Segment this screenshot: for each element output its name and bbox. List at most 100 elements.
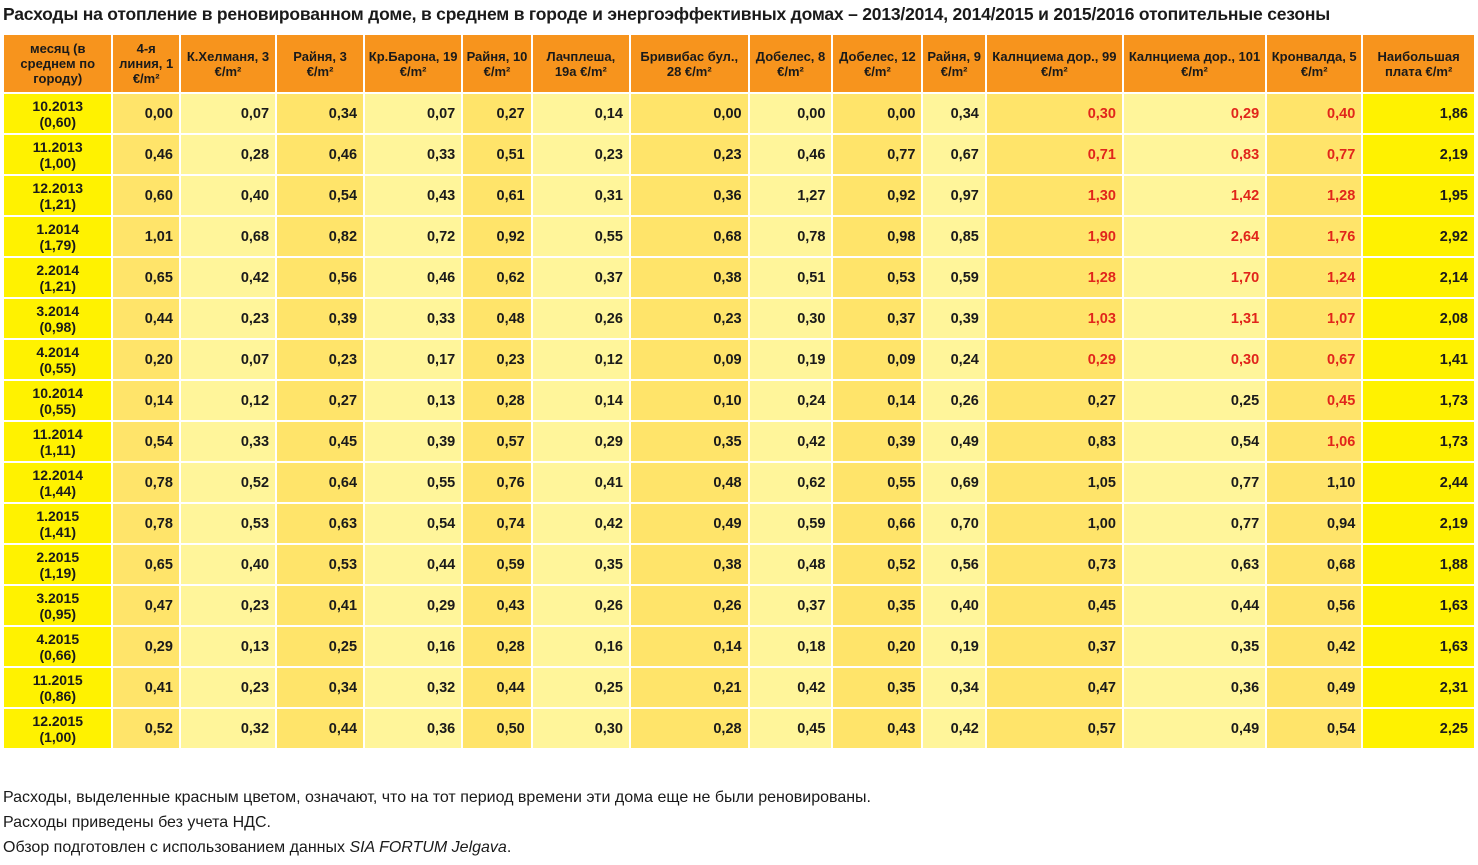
value-cell: 0,72 [365, 217, 462, 256]
city-average: (1,21) [39, 195, 77, 212]
value-cell: 0,63 [1123, 545, 1266, 584]
value-cell: 0,60 [113, 176, 179, 215]
value-cell: 0,18 [749, 627, 832, 666]
value-cell: 0,09 [833, 340, 922, 379]
value-cell: 0,77 [833, 135, 922, 174]
value-cell: 1,10 [1267, 463, 1362, 502]
city-average: (0,60) [39, 113, 77, 130]
value-cell: 0,67 [1267, 340, 1362, 379]
value-cell: 0,42 [923, 709, 985, 748]
value-cell: 0,45 [1267, 381, 1362, 420]
table-row: 10.2013 (0,60) 0,00 0,07 0,34 0,07 0,27 0,14 0,0… [4, 94, 1474, 133]
max-payment-cell: 2,31 [1363, 668, 1474, 707]
value-cell: 0,36 [630, 176, 748, 215]
value-cell: 0,83 [986, 422, 1122, 461]
table-row: 4.2015 (0,66) 0,29 0,13 0,25 0,16 0,28 0,16 0,14… [4, 627, 1474, 666]
value-cell: 0,07 [180, 94, 276, 133]
city-average: (0,95) [39, 605, 77, 622]
city-average: (0,55) [39, 400, 77, 417]
value-cell: 0,30 [986, 94, 1122, 133]
month-label: 10.2013 [32, 97, 84, 114]
header-column: Кр.Барона, 19 €/m² [365, 35, 462, 92]
value-cell: 0,26 [532, 586, 629, 625]
value-cell: 0,53 [277, 545, 364, 584]
value-cell: 0,56 [1267, 586, 1362, 625]
value-cell: 0,57 [463, 422, 531, 461]
value-cell: 1,27 [749, 176, 832, 215]
value-cell: 0,29 [113, 627, 179, 666]
value-cell: 0,34 [277, 94, 364, 133]
value-cell: 0,77 [1267, 135, 1362, 174]
value-cell: 0,46 [113, 135, 179, 174]
value-cell: 0,52 [113, 709, 179, 748]
value-cell: 0,36 [365, 709, 462, 748]
month-cell: 2.2015 (1,19) [4, 545, 112, 584]
value-cell: 0,28 [463, 627, 531, 666]
table-row: 1.2014 (1,79) 1,01 0,68 0,82 0,72 0,92 0,55 0,68… [4, 217, 1474, 256]
header-column: Райня, 10 €/m² [463, 35, 531, 92]
value-cell: 0,30 [1123, 340, 1266, 379]
value-cell: 0,32 [180, 709, 276, 748]
value-cell: 0,78 [113, 504, 179, 543]
value-cell: 0,49 [630, 504, 748, 543]
value-cell: 0,45 [277, 422, 364, 461]
value-cell: 0,92 [463, 217, 531, 256]
month-cell: 11.2015 (0,86) [4, 668, 112, 707]
value-cell: 0,55 [532, 217, 629, 256]
value-cell: 0,23 [277, 340, 364, 379]
value-cell: 0,14 [532, 94, 629, 133]
value-cell: 1,30 [986, 176, 1122, 215]
header-column: К.Хелманя, 3 €/m² [180, 35, 276, 92]
value-cell: 0,39 [365, 422, 462, 461]
value-cell: 0,59 [749, 504, 832, 543]
value-cell: 0,23 [532, 135, 629, 174]
value-cell: 0,40 [923, 586, 985, 625]
value-cell: 0,26 [532, 299, 629, 338]
month-label: 11.2013 [32, 138, 83, 155]
value-cell: 0,00 [113, 94, 179, 133]
month-label: 12.2013 [32, 179, 84, 196]
value-cell: 0,49 [923, 422, 985, 461]
max-payment-cell: 1,95 [1363, 176, 1474, 215]
month-label: 2.2014 [36, 261, 80, 278]
value-cell: 0,39 [277, 299, 364, 338]
value-cell: 0,25 [532, 668, 629, 707]
value-cell: 0,71 [986, 135, 1122, 174]
value-cell: 0,62 [749, 463, 832, 502]
header-column: Кронвалда, 5 €/m² [1267, 35, 1362, 92]
value-cell: 0,41 [277, 586, 364, 625]
source-note: Обзор подготовлен с использованием данны… [3, 835, 871, 860]
value-cell: 0,20 [113, 340, 179, 379]
value-cell: 0,25 [277, 627, 364, 666]
value-cell: 0,30 [532, 709, 629, 748]
value-cell: 0,42 [180, 258, 276, 297]
value-cell: 0,48 [463, 299, 531, 338]
table-body: 10.2013 (0,60) 0,00 0,07 0,34 0,07 0,27 0,14 0,0… [4, 94, 1474, 748]
value-cell: 0,73 [986, 545, 1122, 584]
value-cell: 1,28 [986, 258, 1122, 297]
source-name: SIA FORTUM Jelgava [349, 839, 507, 856]
value-cell: 0,17 [365, 340, 462, 379]
value-cell: 0,37 [986, 627, 1122, 666]
value-cell: 0,54 [277, 176, 364, 215]
city-average: (1,41) [39, 523, 77, 540]
value-cell: 0,67 [923, 135, 985, 174]
value-cell: 0,30 [749, 299, 832, 338]
value-cell: 0,83 [1123, 135, 1266, 174]
value-cell: 0,23 [180, 299, 276, 338]
value-cell: 1,70 [1123, 258, 1266, 297]
value-cell: 0,52 [180, 463, 276, 502]
table-row: 4.2014 (0,55) 0,20 0,07 0,23 0,17 0,23 0,12 0,09… [4, 340, 1474, 379]
value-cell: 1,07 [1267, 299, 1362, 338]
month-cell: 10.2013 (0,60) [4, 94, 112, 133]
value-cell: 1,06 [1267, 422, 1362, 461]
value-cell: 0,82 [277, 217, 364, 256]
value-cell: 2,64 [1123, 217, 1266, 256]
value-cell: 0,92 [833, 176, 922, 215]
max-payment-cell: 1,63 [1363, 627, 1474, 666]
value-cell: 0,19 [749, 340, 832, 379]
value-cell: 0,46 [749, 135, 832, 174]
value-cell: 0,35 [833, 668, 922, 707]
value-cell: 0,37 [833, 299, 922, 338]
header-column: Бривибас бул., 28 €/m² [630, 35, 748, 92]
